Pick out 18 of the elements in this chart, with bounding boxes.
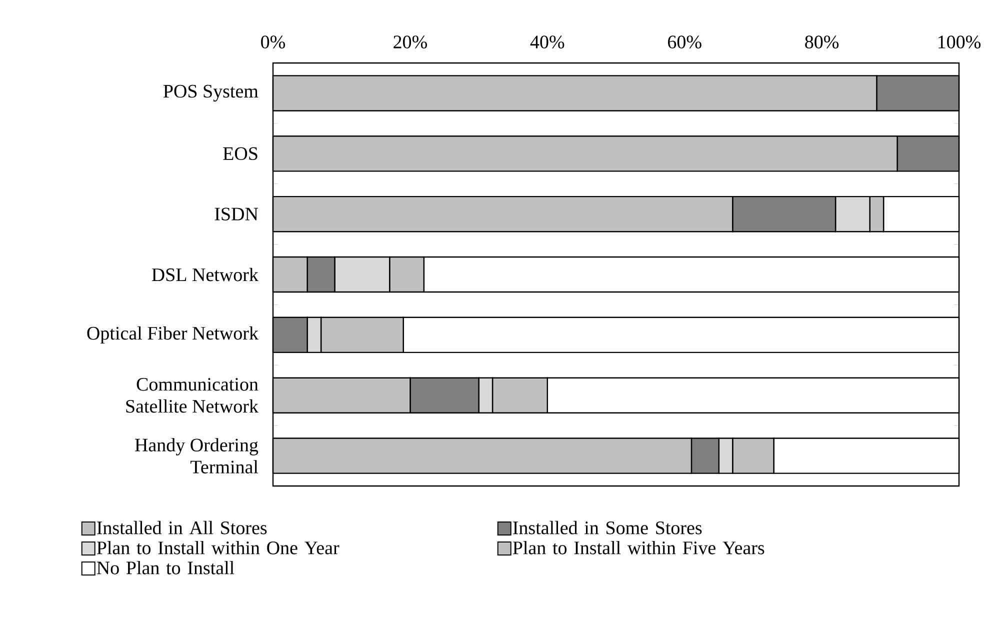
legend-label: Installed in Some Stores: [513, 520, 702, 534]
legend-label: Plan to Install within One Year: [96, 540, 340, 554]
x-tick-label: 40%: [530, 36, 564, 48]
x-tick-label: 20%: [394, 36, 427, 48]
y-tick-label: Optical Fiber Network: [87, 326, 258, 344]
y-tick-label: POS System: [163, 84, 258, 102]
x-tick-label: 0%: [261, 36, 286, 48]
x-tick-label: 80%: [805, 36, 839, 48]
legend-label: No Plan to Install: [96, 560, 234, 574]
y-tick-label: Communication Satellite Network: [126, 378, 258, 413]
y-tick-label: ISDN: [214, 208, 258, 220]
y-tick-label: DSL Network: [152, 268, 258, 282]
y-tick-label: EOS: [223, 147, 258, 160]
legend-label: Installed in All Stores: [97, 520, 267, 534]
x-tick-label: 60%: [668, 36, 702, 48]
legend-label: Plan to Install within Five Years: [512, 540, 764, 554]
y-tick-label: Handy Ordering Terminal: [135, 438, 258, 474]
x-tick-label: 100%: [938, 36, 981, 48]
